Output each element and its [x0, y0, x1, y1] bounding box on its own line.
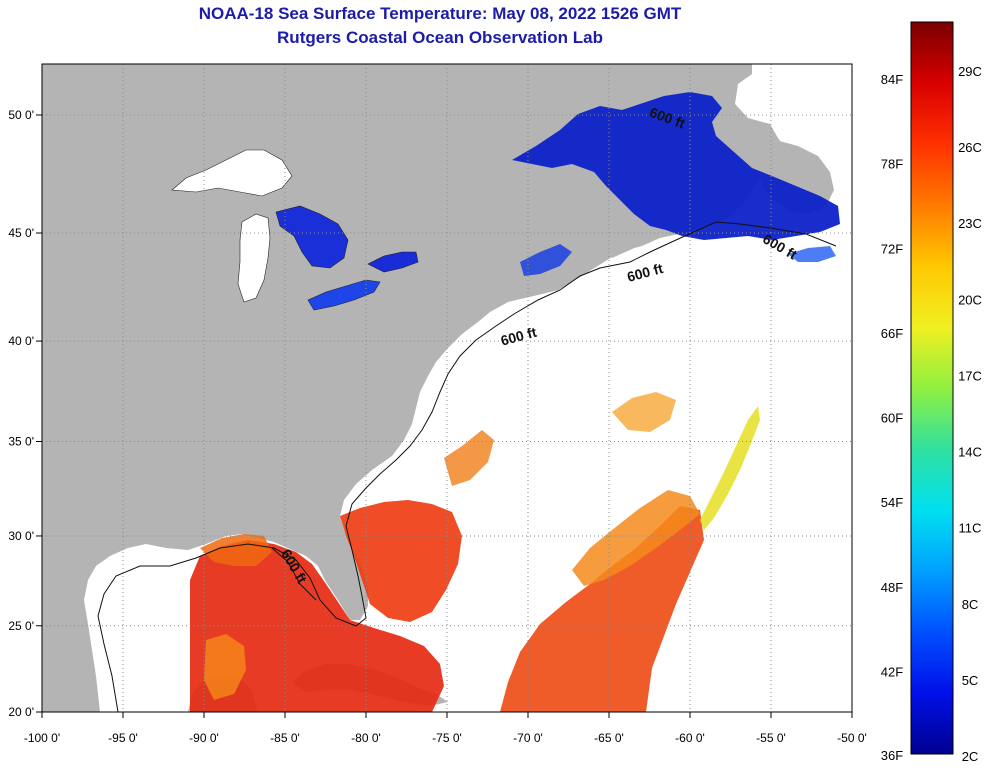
lake-michigan [237, 213, 271, 303]
sst-gulf-st-lawrence [512, 92, 840, 240]
longitude-axis: -100 0' -95 0' -90 0' -85 0' -80 0' -75 0' -70… [24, 712, 867, 745]
colorbar-f-label: 48F [881, 580, 903, 595]
sst-gulf-west-warm [204, 634, 246, 700]
sst-gulf-of-mexico [190, 540, 444, 712]
isobath-600ft-gulf-shelf [271, 547, 317, 601]
y-tick-label: 25 0' [8, 619, 34, 633]
colorbar-c-label: 5C [962, 673, 979, 688]
sst-scotian-shelf [520, 244, 572, 276]
x-tick-label: -85 0' [270, 731, 300, 745]
colorbar-fahrenheit-labels: 84F 78F 72F 66F 60F 54F 48F 42F 36F [881, 72, 903, 763]
colorbar-c-label: 11C [959, 521, 982, 536]
colorbar-f-label: 84F [881, 72, 903, 87]
sst-atlantic-east-orange [572, 490, 700, 586]
isobath-600ft [97, 221, 837, 712]
x-tick-label: -95 0' [108, 731, 138, 745]
sst-scattered-warm [612, 392, 676, 432]
colorbar-c-label: 23C [958, 216, 982, 231]
y-tick-label: 20 0' [8, 705, 34, 719]
latitude-axis: 20 0' 25 0' 30 0' 35 0' 40 0' 45 0' 50 0' [8, 108, 42, 719]
colorbar-c-label: 26C [958, 140, 982, 155]
x-tick-label: -65 0' [594, 731, 624, 745]
map-title: NOAA-18 Sea Surface Temperature: May 08,… [198, 4, 682, 23]
colorbar-f-label: 66F [881, 326, 903, 341]
colorbar-c-label: 8C [962, 597, 979, 612]
y-tick-label: 35 0' [8, 435, 34, 449]
colorbar: 84F 78F 72F 66F 60F 54F 48F 42F 36F 29C 26C 23C 20C… [881, 21, 982, 764]
colorbar-f-label: 42F [881, 664, 903, 679]
sst-sargasso [500, 506, 704, 712]
x-tick-label: -75 0' [432, 731, 462, 745]
x-tick-label: -60 0' [675, 731, 705, 745]
lat-lon-grid [42, 64, 852, 712]
y-tick-label: 45 0' [8, 226, 34, 240]
lake-ontario [367, 251, 419, 273]
sst-grand-banks [788, 246, 836, 262]
colorbar-c-label: 2C [962, 749, 979, 764]
x-tick-label: -100 0' [24, 731, 60, 745]
colorbar-f-label: 36F [881, 748, 903, 763]
colorbar-celsius-labels: 29C 26C 23C 20C 17C 14C 11C 8C 5C 2C [958, 64, 982, 764]
colorbar-f-label: 60F [881, 411, 903, 426]
colorbar-f-label: 78F [881, 157, 903, 172]
sst-loop-current [200, 534, 272, 566]
y-tick-label: 30 0' [8, 529, 34, 543]
lake-huron [275, 205, 349, 269]
colorbar-f-label: 72F [881, 241, 903, 256]
north-america-land [42, 64, 790, 712]
colorbar-c-label: 29C [958, 64, 982, 79]
x-tick-label: -70 0' [513, 731, 543, 745]
colorbar-c-label: 17C [958, 368, 982, 383]
lake-erie [307, 279, 381, 311]
colorbar-gradient [910, 21, 954, 755]
map-subtitle: Rutgers Coastal Ocean Observation Lab [277, 28, 603, 47]
sst-gulf-stream-south [340, 500, 462, 622]
x-tick-label: -55 0' [756, 731, 786, 745]
lake-superior [171, 149, 293, 197]
sst-frontal-band [700, 406, 760, 530]
x-tick-label: -50 0' [837, 731, 867, 745]
y-tick-label: 50 0' [8, 108, 34, 122]
y-tick-label: 40 0' [8, 334, 34, 348]
x-tick-label: -90 0' [189, 731, 219, 745]
colorbar-c-label: 14C [958, 445, 982, 460]
sst-atlantic-midlat [444, 430, 494, 486]
colorbar-c-label: 20C [958, 292, 982, 307]
x-tick-label: -80 0' [351, 731, 381, 745]
colorbar-f-label: 54F [881, 495, 903, 510]
